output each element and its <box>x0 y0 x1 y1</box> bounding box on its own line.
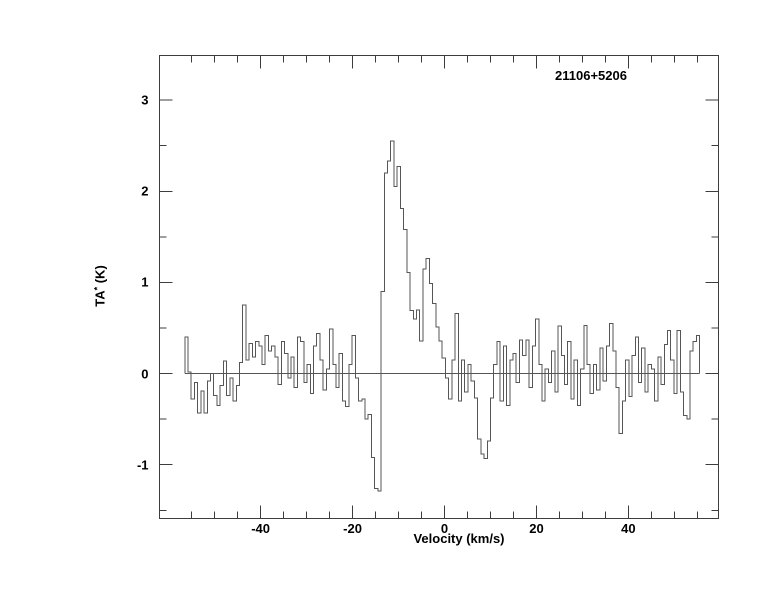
x-tick-label: 0 <box>440 520 449 536</box>
x-tick-label: 40 <box>621 520 636 536</box>
y-tick-label: 3 <box>141 92 149 108</box>
x-tick-label: 20 <box>529 520 544 536</box>
y-axis-title-superscript: * <box>92 286 103 291</box>
spectrum-line <box>184 140 701 492</box>
y-axis-title: TA* (K) <box>92 265 108 307</box>
y-tick-label: 2 <box>141 183 149 199</box>
source-name-label: 21106+5206 <box>555 68 627 83</box>
x-axis-title: Velocity (km/s) <box>413 531 505 546</box>
plot-frame <box>159 55 719 519</box>
x-tick-label: -20 <box>343 520 362 536</box>
y-tick-label: -1 <box>136 457 149 473</box>
y-axis-title-base: TA <box>92 290 108 307</box>
y-axis-title-unit: (K) <box>92 265 108 287</box>
x-tick-label: -40 <box>251 520 271 536</box>
y-tick-label: 1 <box>141 274 149 290</box>
y-tick-label: 0 <box>141 366 149 382</box>
